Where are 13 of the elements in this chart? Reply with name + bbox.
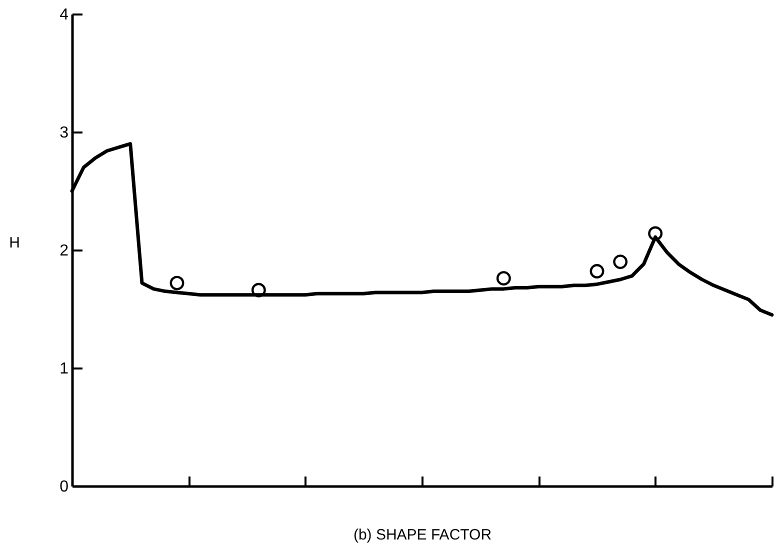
point [613,254,628,270]
point [251,282,266,298]
y-tick-label: 4 [60,6,69,24]
y-tick-label: 2 [60,242,69,260]
y-axis-title: H [9,234,20,252]
y-tick-label: 1 [60,360,69,378]
point [648,226,663,241]
point [590,264,604,278]
y-tick-label: 0 [60,478,69,496]
point [496,271,511,286]
y-tick-label: 3 [60,124,69,142]
x-axis-title: (b) SHAPE FACTOR [353,526,492,544]
point [170,276,184,290]
